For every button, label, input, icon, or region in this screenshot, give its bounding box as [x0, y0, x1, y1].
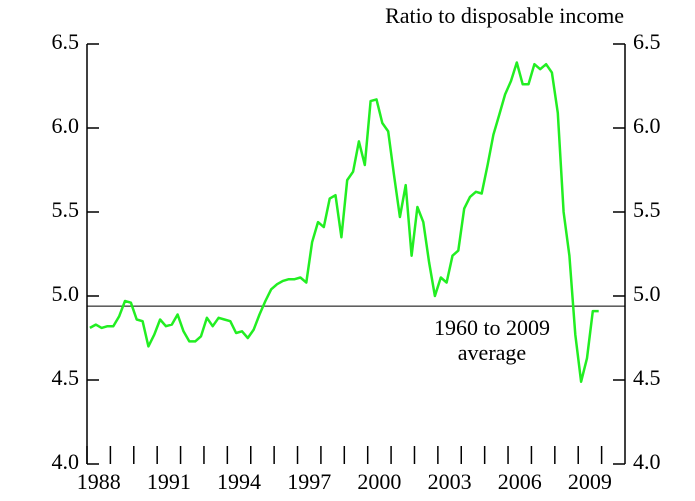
chart-title: Ratio to disposable income [385, 3, 624, 28]
y-tick-label: 6.0 [52, 113, 80, 138]
y-tick-label: 4.5 [633, 365, 661, 390]
annotation: average [458, 340, 526, 365]
y-tick-label: 4.0 [52, 449, 80, 474]
y-tick-label: 5.5 [52, 197, 80, 222]
x-tick-label: 2009 [568, 469, 612, 494]
x-tick-label: 2003 [428, 469, 472, 494]
x-tick-label: 2006 [498, 469, 542, 494]
y-tick-label: 5.5 [633, 197, 661, 222]
y-tick-label: 4.5 [52, 365, 80, 390]
y-tick-label: 4.0 [633, 449, 661, 474]
x-tick-label: 1991 [147, 469, 191, 494]
y-tick-label: 6.5 [52, 29, 80, 54]
y-tick-label: 6.0 [633, 113, 661, 138]
y-tick-label: 5.0 [633, 281, 661, 306]
x-tick-label: 1997 [287, 469, 331, 494]
x-tick-label: 2000 [357, 469, 401, 494]
annotation: 1960 to 2009 [434, 315, 550, 340]
y-tick-label: 5.0 [52, 281, 80, 306]
x-tick-label: 1988 [77, 469, 121, 494]
y-tick-label: 6.5 [633, 29, 661, 54]
x-tick-label: 1994 [217, 469, 261, 494]
data-line [89, 61, 599, 383]
